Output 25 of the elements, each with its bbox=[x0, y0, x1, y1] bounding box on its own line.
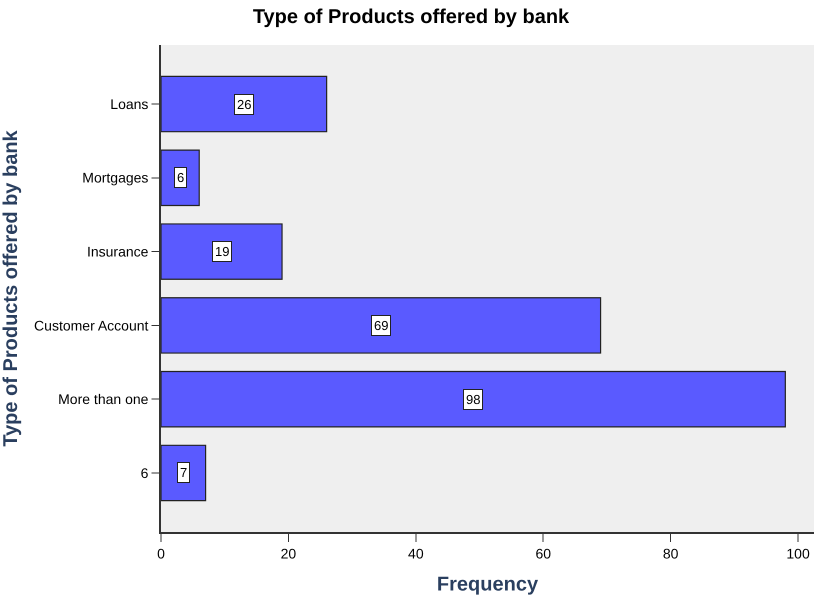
y-tick-label: More than one bbox=[58, 391, 149, 408]
data-label: 7 bbox=[180, 465, 188, 480]
chart-title: Type of Products offered by bank bbox=[252, 6, 570, 28]
x-tick-label: 60 bbox=[535, 546, 552, 562]
data-label: 69 bbox=[374, 318, 388, 333]
x-tick-label: 40 bbox=[408, 546, 424, 562]
y-tick-label: Loans bbox=[110, 96, 148, 112]
data-label: 19 bbox=[215, 244, 230, 259]
y-tick-label: Mortgages bbox=[82, 170, 148, 186]
bar bbox=[161, 297, 602, 354]
bar bbox=[161, 76, 328, 132]
bar bbox=[161, 223, 283, 280]
x-tick-label: 80 bbox=[662, 546, 679, 562]
y-axis-title: Type of Products offered by bank bbox=[0, 129, 22, 447]
y-tick-label: Insurance bbox=[86, 244, 149, 260]
x-axis-title: Frequency bbox=[436, 574, 539, 596]
y-tick-label: 6 bbox=[140, 464, 149, 481]
data-label: 98 bbox=[466, 392, 480, 407]
x-tick-label: 0 bbox=[157, 546, 166, 562]
x-tick-label: 20 bbox=[280, 546, 296, 562]
bar bbox=[161, 370, 786, 428]
y-tick-label: Customer Account bbox=[34, 317, 149, 334]
data-label: 26 bbox=[237, 97, 252, 112]
x-tick-label: 100 bbox=[786, 546, 810, 562]
data-label: 6 bbox=[177, 170, 184, 185]
